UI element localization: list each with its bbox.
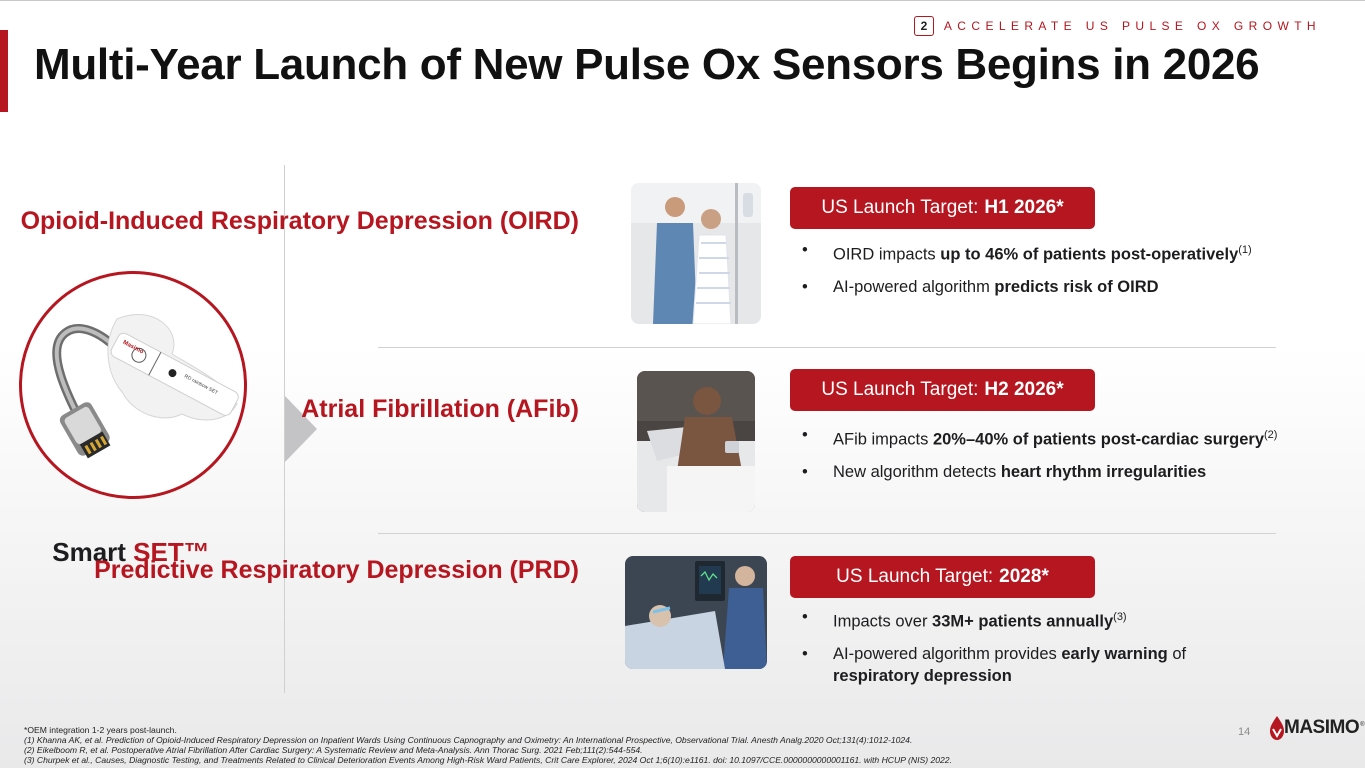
vertical-divider [284,165,285,693]
condition-title-afib: Atrial Fibrillation (AFib) [301,395,579,423]
bullet-list-oird: OIRD impacts up to 46% of patients post-… [802,239,1252,308]
footnote-ref: (3) [1113,611,1127,623]
page-number: 14 [1238,726,1251,738]
row-divider [378,533,1276,534]
bullet-text: AI-powered algorithm provides [833,644,1062,663]
chevron-right-icon [285,396,317,462]
launch-target-label: US Launch Target: [821,379,979,400]
launch-target-value: 2028* [999,566,1049,587]
footnotes: *OEM integration 1-2 years post-launch. … [24,725,952,765]
photo-patient-with-monitor [625,556,767,669]
company-logo: MASIMO ® [1270,716,1365,740]
bullet-bold-text: 20%–40% of patients post-cardiac surgery [932,430,1264,449]
launch-target-label: US Launch Target: [836,566,994,587]
photo-patient-in-bed [637,371,755,512]
footnote-ref: (1) [1238,244,1252,256]
bullet-bold-text: respiratory depression [833,666,1012,685]
list-item: OIRD impacts up to 46% of patients post-… [802,239,1252,266]
sensor-image: RD rainbow SET Masimo [52,314,239,459]
bullet-bold-text: predicts risk of OIRD [994,277,1159,296]
top-rule [0,0,1365,1]
bullet-list-prd: Impacts over 33M+ patients annually(3) A… [802,606,1186,687]
bullet-bold-text: up to 46% of patients post-operatively [940,245,1239,264]
product-image-circle: RD rainbow SET Masimo [19,271,247,499]
page-title: Multi-Year Launch of New Pulse Ox Sensor… [34,40,1260,89]
product-label: Smart SET™ [0,537,262,568]
launch-target-value: H1 2026* [984,197,1064,218]
bullet-text: AFib impacts [833,430,933,449]
bullet-text: of [1167,644,1187,663]
list-item: Impacts over 33M+ patients annually(3) [802,606,1186,633]
product-label-accent: SET™ [133,537,210,567]
footnote: (1) Khanna AK, et al. Prediction of Opio… [24,735,913,745]
list-item: AI-powered algorithm predicts risk of OI… [802,276,1252,298]
bullet-text: OIRD impacts [833,245,941,264]
list-item: New algorithm detects heart rhythm irreg… [802,461,1277,483]
photo-nurse-walking-patient [631,183,761,324]
condition-title-oird: Opioid-Induced Respiratory Depression (O… [20,207,579,235]
bullet-bold-text: 33M+ patients annually [932,612,1114,631]
product-label-prefix: Smart [52,537,134,567]
logo-wordmark: MASIMO [1284,717,1360,738]
bullet-text: New algorithm detects [833,462,1001,481]
footnote: *OEM integration 1-2 years post-launch. [24,725,177,735]
launch-target-badge-prd: US Launch Target: 2028* [790,556,1095,598]
launch-target-badge-afib: US Launch Target: H2 2026* [790,369,1095,411]
bullet-text: Impacts over [833,612,933,631]
list-item: AFib impacts 20%–40% of patients post-ca… [802,424,1277,451]
footnote: (3) Churpek et al., Causes, Diagnostic T… [24,755,952,765]
launch-target-value: H2 2026* [984,379,1064,400]
list-item: AI-powered algorithm provides early warn… [802,643,1186,687]
section-tag: 2 ACCELERATE US PULSE OX GROWTH [913,16,1321,36]
launch-target-label: US Launch Target: [821,197,979,218]
title-accent-bar [0,30,8,112]
condition-title-prd: Predictive Respiratory Depression (PRD) [94,556,579,584]
registered-mark: ® [1360,722,1365,728]
bullet-bold-text: early warning [1061,644,1168,663]
footnote-ref: (2) [1264,429,1278,441]
launch-target-badge-oird: US Launch Target: H1 2026* [790,187,1095,229]
section-label: ACCELERATE US PULSE OX GROWTH [943,19,1321,33]
bullet-text: AI-powered algorithm [833,277,995,296]
bullet-list-afib: AFib impacts 20%–40% of patients post-ca… [802,424,1277,493]
section-number-badge: 2 [913,16,934,36]
footnote: (2) Eikelboom R, et al. Postoperative At… [24,745,643,755]
row-divider [378,347,1276,348]
bullet-bold-text: heart rhythm irregularities [1000,462,1207,481]
masimo-logo-icon [1270,716,1284,740]
